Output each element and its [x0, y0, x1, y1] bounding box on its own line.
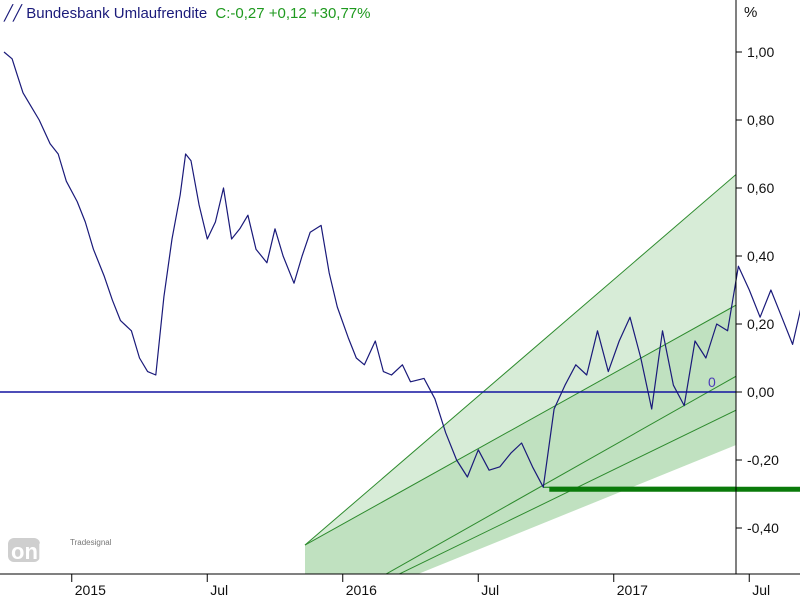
x-tick-label: 2016 [346, 582, 377, 598]
zero-line-label: 0 [708, 374, 716, 390]
y-tick-label: 0,20 [747, 316, 774, 332]
y-tick-label: 0,00 [747, 384, 774, 400]
trend-channels [304, 173, 736, 574]
x-tick-label: Jul [752, 582, 770, 598]
up-channel-mid-line [385, 375, 736, 574]
instrument-name: Bundesbank Umlaufrendite [26, 5, 208, 22]
up-channel-lower-line [398, 409, 736, 574]
y-tick-label: -0,20 [747, 452, 779, 468]
x-tick-label: 2017 [617, 582, 648, 598]
x-tick-label: 2015 [75, 582, 106, 598]
y-tick-label: 0,60 [747, 180, 774, 196]
logo-text: onLine [11, 539, 83, 564]
x-tick-label: Jul [481, 582, 499, 598]
logo-graphic: onLine [8, 538, 83, 564]
y-tick-label: 0,80 [747, 112, 774, 128]
logo-badge [8, 538, 40, 562]
y-axis-unit: % [744, 4, 758, 21]
y-tick-label: 1,00 [747, 44, 774, 60]
up-channel-band [305, 305, 736, 574]
up-channel-upper-line [304, 304, 736, 546]
price-stats: C:-0,27 +0,12 +30,77% [215, 5, 371, 22]
price-series [3, 51, 800, 488]
y-tick-label: 0,40 [747, 248, 774, 264]
reference-lines: 0 [0, 374, 800, 492]
chart-title-bar: ╱╱ Bundesbank Umlaufrendite C:-0,27 +0,1… [4, 4, 370, 22]
price-line [3, 51, 800, 488]
x-tick-label: Jul [210, 582, 228, 598]
y-tick-label: -0,40 [747, 520, 779, 536]
up-channel-top-line [304, 173, 736, 546]
line-chart-icon: ╱╱ [4, 5, 23, 22]
logo-brand-text: Tradesignal [70, 538, 112, 547]
